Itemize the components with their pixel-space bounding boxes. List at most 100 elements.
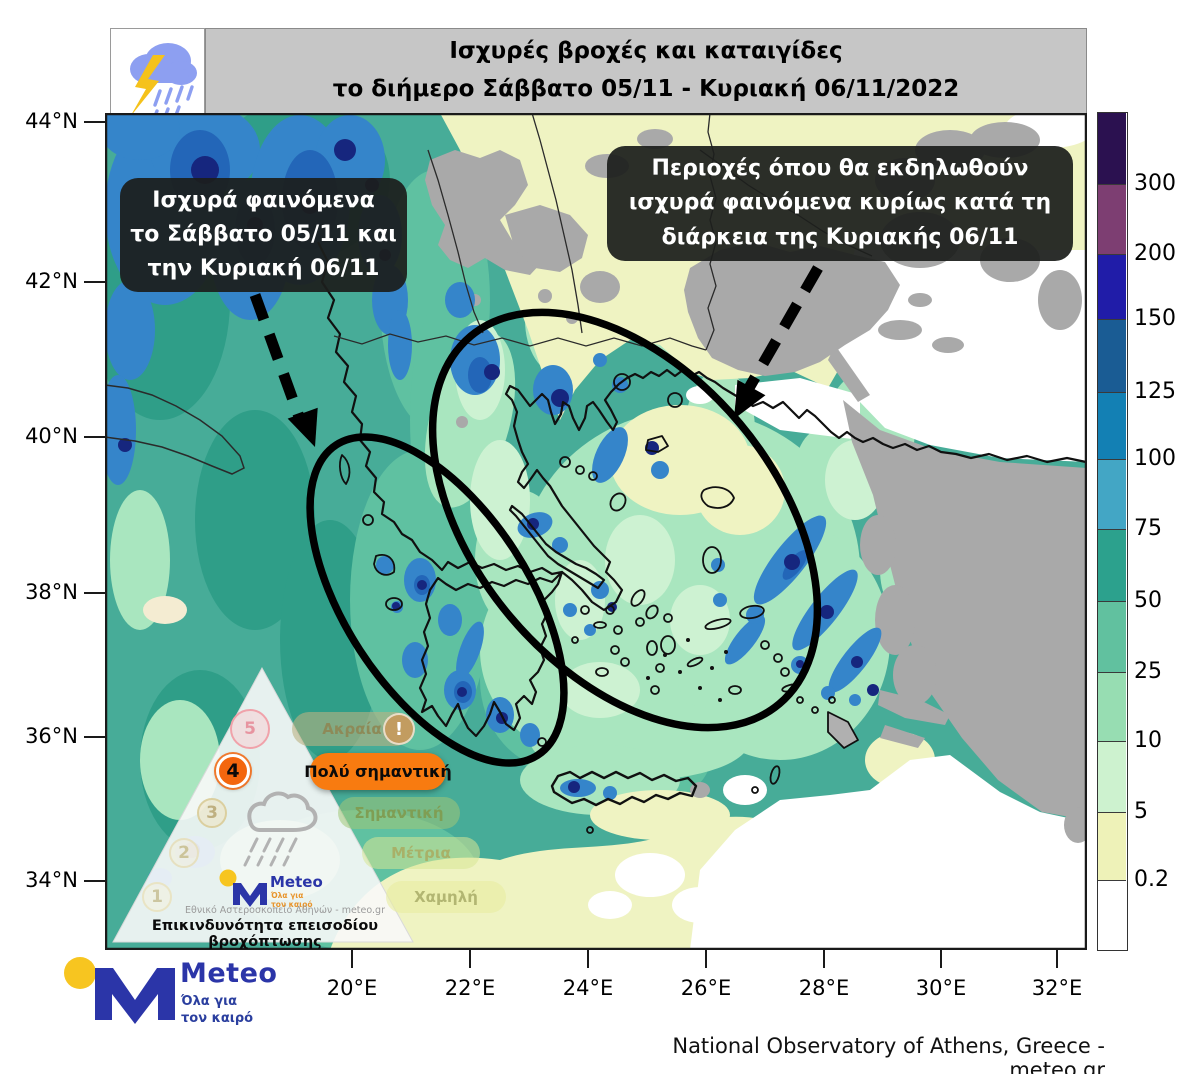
- pyramid-extreme-badge: !: [383, 713, 415, 745]
- meteo-logo-tagline: Όλα για τον καιρό: [181, 994, 253, 1028]
- mini-meteo-logo: [219, 869, 267, 907]
- meteo-logo-tagline-line1: Όλα για: [181, 994, 238, 1009]
- pyramid-org-line: Εθνικό Αστεροσκοπείο Αθηνών - meteo.gr: [185, 905, 385, 916]
- x-axis-tick: [469, 950, 471, 968]
- meteo-logo-brand: Meteo: [180, 958, 278, 989]
- x-axis-label: 22°E: [444, 976, 496, 1000]
- pyramid-level-1-pill: Χαμηλή: [386, 881, 506, 913]
- y-axis-tick: [84, 121, 105, 123]
- colorbar-segment: [1098, 320, 1126, 393]
- y-axis-label: 40°N: [25, 424, 78, 448]
- colorbar-segment: [1098, 393, 1126, 460]
- x-axis-tick: [587, 950, 589, 968]
- pyramid-title: Επικινδυνότητα επεισοδίου βροχόπτωσης: [151, 918, 379, 950]
- colorbar-segment: [1098, 113, 1126, 185]
- callout-sunday: Περιοχές όπου θα εκδηλωθούν ισχυρά φαινό…: [607, 146, 1073, 261]
- pyramid-level-1-circle: 1: [142, 882, 172, 912]
- colorbar-segment: [1098, 255, 1126, 320]
- colorbar: [1097, 112, 1128, 951]
- storm-icon-box: [110, 28, 205, 121]
- title-bar: Ισχυρές βροχές και καταιγίδες το διήμερο…: [205, 28, 1087, 114]
- meteo-logo: Meteo Όλα για τον καιρό: [62, 952, 312, 1047]
- x-axis-tick: [823, 950, 825, 968]
- storm-cloud-icon: [130, 43, 197, 121]
- pyramid-level-2-circle: 2: [169, 838, 199, 868]
- colorbar-label: 50: [1134, 588, 1162, 613]
- y-axis-tick: [84, 736, 105, 738]
- colorbar-label: 75: [1134, 516, 1162, 541]
- colorbar-label: 200: [1134, 241, 1176, 266]
- colorbar-label: 100: [1134, 446, 1176, 471]
- colorbar-label: 125: [1134, 379, 1176, 404]
- y-axis-label: 42°N: [25, 269, 78, 293]
- y-axis-label: 44°N: [25, 109, 78, 133]
- callout-sunday-line3: διάρκεια της Κυριακής 06/11: [661, 224, 1019, 250]
- x-axis-tick: [705, 950, 707, 968]
- y-axis-label: 34°N: [25, 868, 78, 892]
- pyramid-level-3-pill: Σημαντική: [338, 797, 460, 829]
- rain-drops-icon: [243, 837, 298, 867]
- meteo-logo-tagline-line2: τον καιρό: [181, 1010, 254, 1026]
- callout-saturday-line2: το Σάββατο 05/11 και: [130, 221, 397, 247]
- x-axis-label: 32°E: [1031, 976, 1083, 1000]
- pyramid-level-2-pill: Μέτρια: [362, 837, 480, 869]
- y-axis-label: 36°N: [25, 724, 78, 748]
- colorbar-label: 150: [1134, 306, 1176, 331]
- pyramid-level-3-circle: 3: [197, 798, 227, 828]
- pyramid-level-5-circle: 5: [230, 709, 270, 749]
- callout-saturday: Ισχυρά φαινόμενα το Σάββατο 05/11 και τη…: [120, 178, 407, 292]
- callout-saturday-line1: Ισχυρά φαινόμενα: [152, 187, 375, 213]
- mini-logo-tagline: Όλα για τον καιρό: [271, 891, 313, 910]
- colorbar-segment: [1098, 530, 1126, 602]
- colorbar-label: 5: [1134, 799, 1148, 824]
- x-axis-label: 28°E: [798, 976, 850, 1000]
- pyramid-graphic: [112, 666, 414, 943]
- pyramid-level-4-circle: 4: [216, 754, 250, 788]
- colorbar-label: 10: [1134, 728, 1162, 753]
- x-axis-tick: [940, 950, 942, 968]
- highlight-ellipse-sunday: [428, 308, 822, 732]
- y-axis-tick: [84, 592, 105, 594]
- y-axis-tick: [84, 281, 105, 283]
- x-axis-label: 26°E: [680, 976, 732, 1000]
- y-axis-tick: [84, 436, 105, 438]
- page-title-line1: Ισχυρές βροχές και καταιγίδες: [449, 38, 843, 65]
- arrowhead-saturday: [287, 407, 318, 447]
- page-title-line2: το διήμερο Σάββατο 05/11 - Κυριακή 06/11…: [332, 76, 960, 102]
- arrow-saturday: [249, 293, 308, 427]
- y-axis-tick: [84, 880, 105, 882]
- colorbar-segment: [1098, 460, 1126, 530]
- y-axis-label: 38°N: [25, 580, 78, 604]
- colorbar-segment: [1098, 185, 1126, 255]
- rain-cloud-icon: [247, 791, 318, 832]
- colorbar-segment: [1098, 813, 1126, 881]
- map-border: [105, 113, 1087, 950]
- mini-logo-tagline-line2: τον καιρό: [271, 900, 313, 910]
- x-axis-tick: [351, 950, 353, 968]
- arrowhead-sunday: [734, 379, 766, 419]
- pyramid-level-4-pill: Πολύ σημαντική: [304, 753, 452, 790]
- callout-saturday-line3: την Κυριακή 06/11: [147, 256, 380, 282]
- colorbar-label: 300: [1134, 171, 1176, 196]
- annotations: [249, 265, 823, 767]
- colorbar-segment: [1098, 673, 1126, 742]
- callout-sunday-line2: ισχυρά φαινόμενα κυρίως κατά τη: [628, 190, 1052, 216]
- risk-pyramid: 5 Ακραία! 4 Πολύ σημαντική 3 Σημαντική 2 Μέτρια…: [100, 655, 520, 955]
- colorbar-segment: [1098, 742, 1126, 813]
- callout-sunday-line1: Περιοχές όπου θα εκδηλωθούν: [651, 156, 1029, 182]
- arrow-sunday: [740, 265, 823, 398]
- colorbar-label: 0.2: [1134, 867, 1169, 892]
- x-axis-tick: [1056, 950, 1058, 968]
- x-axis-label: 30°E: [915, 976, 967, 1000]
- highlight-ellipse-saturday: [306, 433, 568, 767]
- x-axis-label: 20°E: [326, 976, 378, 1000]
- colorbar-label: 25: [1134, 659, 1162, 684]
- x-axis-label: 24°E: [562, 976, 614, 1000]
- attribution: National Observatory of Athens, Greece -…: [672, 1034, 1105, 1074]
- mini-logo-tagline-line1: Όλα για: [271, 891, 304, 900]
- mini-logo-brand: Meteo: [270, 873, 323, 891]
- coastlines: [317, 241, 1087, 834]
- colorbar-segment: [1098, 881, 1126, 950]
- colorbar-segment: [1098, 602, 1126, 673]
